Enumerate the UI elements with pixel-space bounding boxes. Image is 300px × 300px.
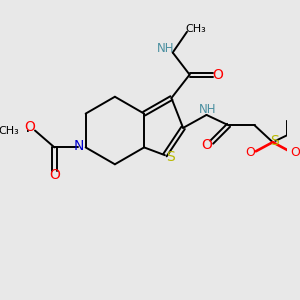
Text: O: O: [201, 138, 212, 152]
Text: N: N: [74, 139, 84, 153]
Text: O: O: [213, 68, 224, 82]
Text: S: S: [270, 134, 278, 148]
Text: NH: NH: [157, 42, 174, 55]
Text: CH₃: CH₃: [0, 125, 20, 136]
Text: O: O: [24, 120, 35, 134]
Text: O: O: [49, 169, 60, 182]
Text: CH₃: CH₃: [186, 24, 206, 34]
Text: O: O: [290, 146, 300, 159]
Text: O: O: [245, 146, 255, 159]
Text: NH: NH: [199, 103, 217, 116]
Text: S: S: [166, 150, 175, 164]
